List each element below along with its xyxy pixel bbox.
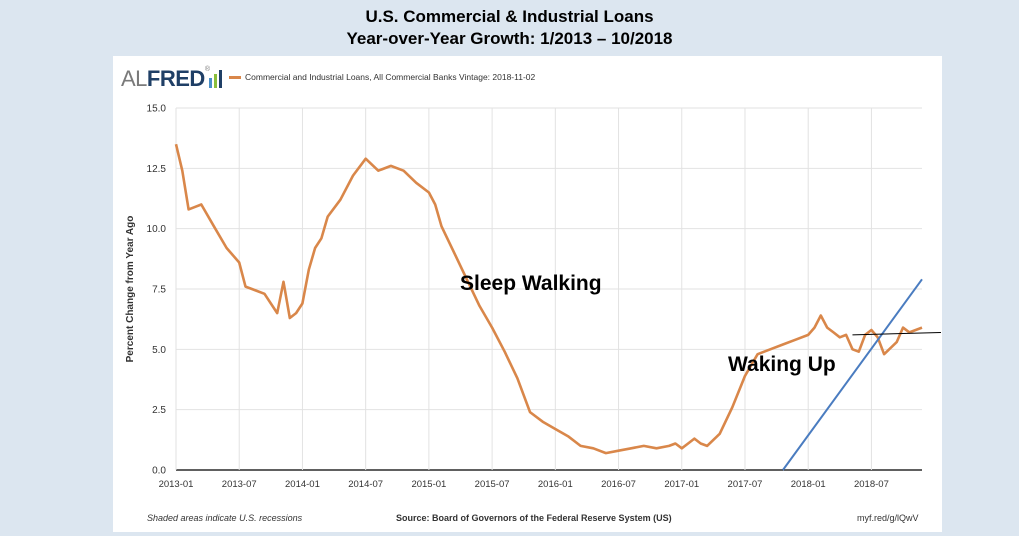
x-tick-label: 2015-07 (475, 479, 510, 490)
x-tick-label: 2013-01 (159, 479, 194, 490)
chart-legend: Commercial and Industrial Loans, All Com… (229, 72, 535, 82)
page-title: U.S. Commercial & Industrial Loans Year-… (0, 6, 1019, 50)
x-tick-label: 2017-01 (664, 479, 699, 490)
x-tick-label: 2013-07 (222, 479, 257, 490)
y-tick-label: 10.0 (147, 224, 167, 235)
x-tick-label: 2014-07 (348, 479, 383, 490)
x-tick-label: 2018-01 (791, 479, 826, 490)
series-layer (174, 143, 923, 455)
y-tick-label: 5.0 (152, 345, 166, 356)
y-tick-label: 2.5 (152, 405, 166, 416)
logo-fred: FRED (146, 66, 205, 91)
recession-note: Shaded areas indicate U.S. recessions (147, 513, 303, 523)
source-note: Source: Board of Governors of the Federa… (396, 513, 672, 523)
x-axis-ticks: 2013-01 2013-07 2014-01 2014-07 2015-01 2015-… (159, 479, 889, 490)
legend-swatch (229, 75, 241, 79)
x-tick-label: 2014-01 (285, 479, 320, 490)
trend-lines (782, 278, 941, 471)
waking-up-annotation: Waking Up (728, 353, 836, 376)
gridlines (175, 107, 922, 471)
x-tick-label: 2015-01 (411, 479, 446, 490)
y-axis-ticks: 0.0 2.5 5.0 7.5 10.0 12.5 15.0 (147, 104, 167, 477)
y-tick-label: 15.0 (147, 104, 167, 115)
trend-line (852, 331, 941, 336)
title-line-2: Year-over-Year Growth: 1/2013 – 10/2018 (346, 29, 673, 48)
x-tick-label: 2018-07 (854, 479, 889, 490)
sleep-walking-annotation: Sleep Walking (460, 272, 602, 295)
x-tick-label: 2016-07 (601, 479, 636, 490)
title-line-1: U.S. Commercial & Industrial Loans (365, 7, 654, 26)
series-line (174, 143, 923, 455)
fred-bars-icon (209, 70, 222, 88)
logo-registered: ® (204, 66, 210, 73)
trend-line (782, 278, 923, 471)
legend-label: Commercial and Industrial Loans, All Com… (245, 72, 536, 82)
y-tick-label: 12.5 (147, 164, 167, 175)
short-url-link[interactable]: myf.red/g/lQwV (857, 513, 919, 523)
y-axis-label: Percent Change from Year Ago (125, 216, 136, 363)
logo-al: AL (121, 66, 147, 91)
fred-logo[interactable]: ALFRED® (121, 66, 210, 92)
y-tick-label: 0.0 (152, 466, 166, 477)
y-tick-label: 7.5 (152, 285, 166, 296)
x-tick-label: 2017-07 (728, 479, 763, 490)
x-tick-label: 2016-01 (538, 479, 573, 490)
